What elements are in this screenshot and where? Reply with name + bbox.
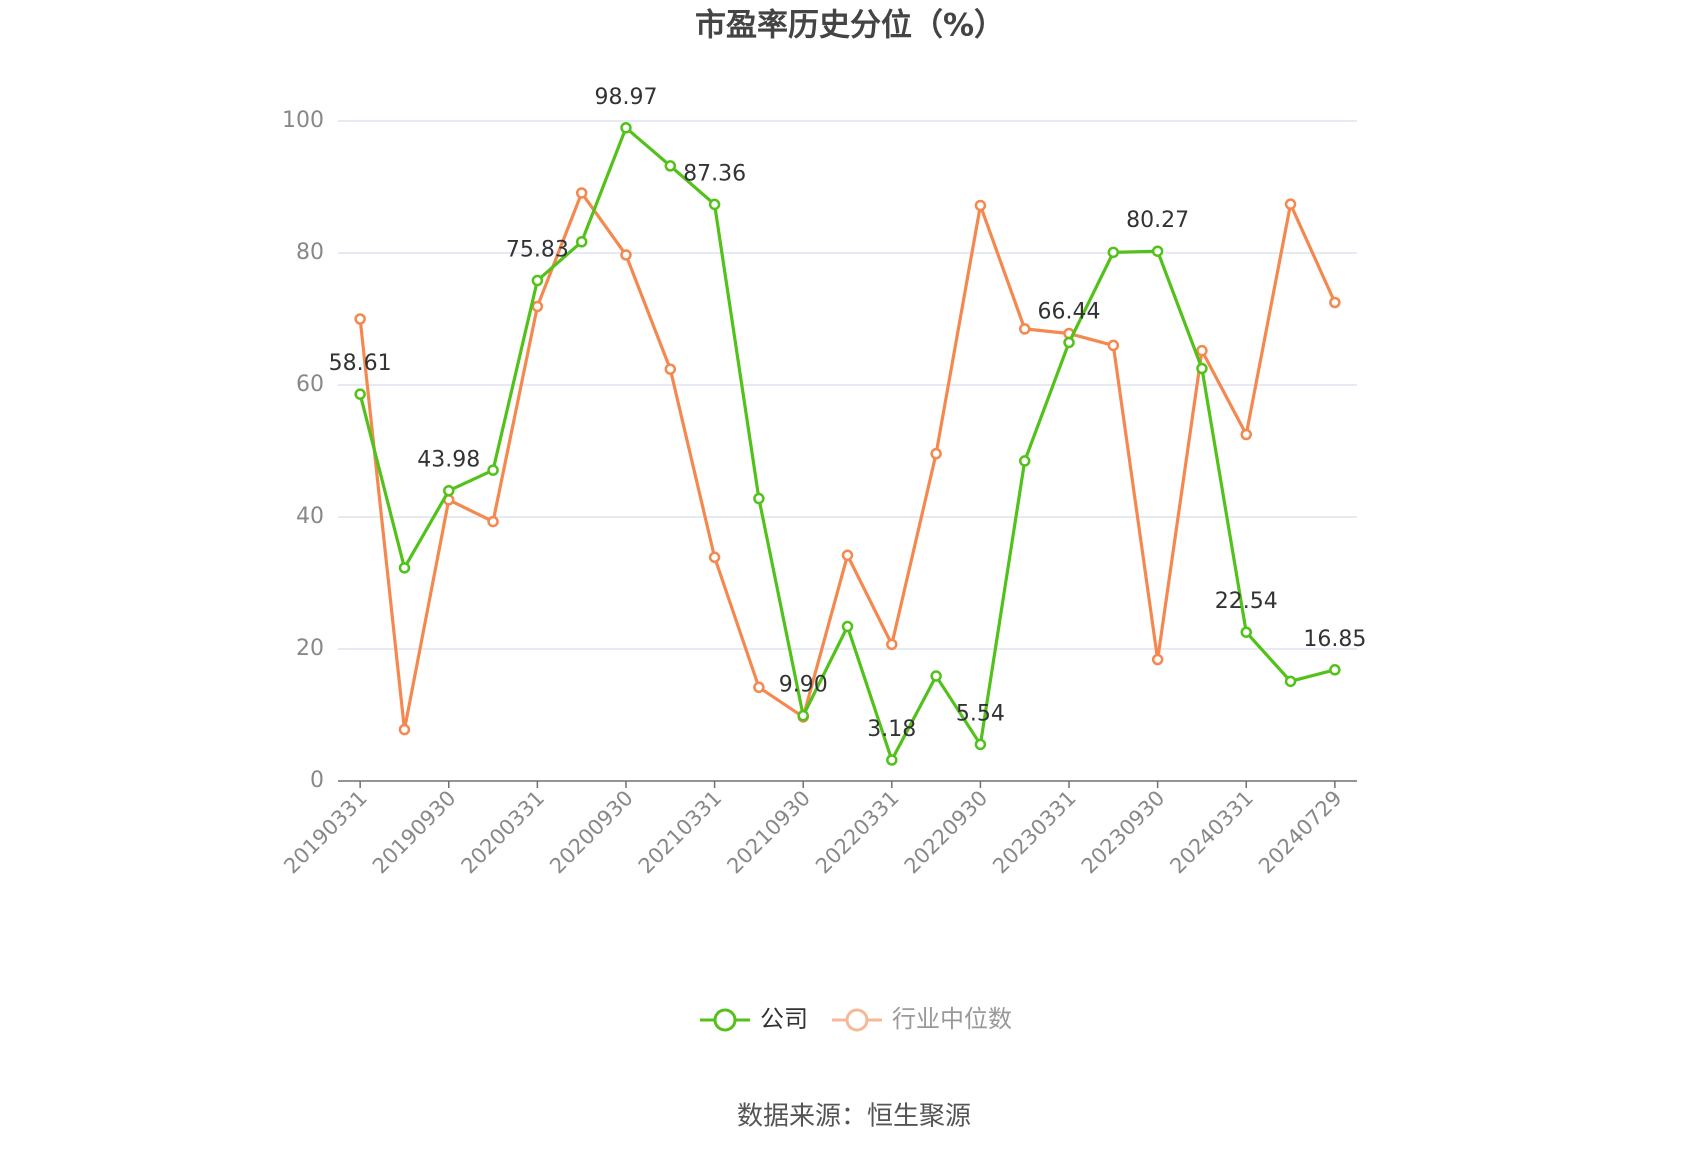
x-tick-label: 20190331 (279, 786, 372, 879)
data-point (398, 562, 411, 574)
data-point (531, 300, 544, 313)
data-point (487, 515, 499, 528)
x-tick-label: 20210930 (722, 786, 815, 879)
data-point (443, 484, 455, 497)
y-tick-label: 100 (282, 108, 324, 133)
data-point (708, 198, 721, 211)
y-tick-label: 40 (296, 504, 324, 529)
data-label: 5.54 (956, 701, 1005, 726)
data-point (1329, 296, 1341, 309)
y-tick-label: 20 (296, 636, 324, 661)
data-point (487, 464, 499, 476)
data-point (531, 274, 544, 287)
data-label: 58.61 (329, 351, 392, 376)
data-point (974, 199, 987, 212)
data-point (1107, 246, 1120, 259)
data-label: 43.98 (417, 448, 480, 473)
x-tick-label: 20230930 (1077, 786, 1170, 879)
data-label: 75.83 (506, 238, 569, 263)
y-tick-label: 0 (310, 768, 324, 793)
x-tick-label: 20190930 (368, 786, 461, 879)
data-point (1196, 362, 1208, 375)
data-point (841, 549, 854, 562)
data-point (974, 738, 987, 751)
x-tick-label: 20200930 (545, 786, 638, 879)
data-point (664, 363, 677, 375)
legend-label: 行业中位数 (892, 1005, 1012, 1033)
x-tick-label: 20210331 (634, 786, 727, 879)
data-point (753, 681, 765, 694)
data-point (930, 447, 942, 460)
data-label: 66.44 (1038, 299, 1101, 324)
data-label: 16.85 (1303, 627, 1366, 652)
data-point (1240, 626, 1252, 638)
data-label: 87.36 (683, 161, 746, 186)
y-tick-label: 80 (296, 240, 324, 265)
data-point (1018, 323, 1031, 335)
y-tick-label: 60 (296, 372, 324, 397)
data-point (797, 709, 809, 722)
data-point (620, 249, 632, 261)
data-point (575, 236, 588, 248)
legend-marker (845, 1008, 869, 1032)
data-point (708, 551, 721, 564)
data-label: 22.54 (1215, 589, 1278, 614)
legend-label: 公司 (760, 1005, 808, 1033)
chart-title: 市盈率历史分位（%） (695, 8, 1005, 44)
data-label: 80.27 (1126, 208, 1189, 233)
data-point (1329, 664, 1341, 676)
data-label: 9.90 (779, 673, 828, 698)
data-point (398, 723, 411, 736)
data-point (841, 620, 854, 633)
data-point (930, 670, 942, 682)
source-note: 数据来源：恒生聚源 (737, 1102, 971, 1132)
x-tick-label: 20240331 (1165, 786, 1258, 879)
data-point (1284, 675, 1297, 688)
x-tick-label: 20230331 (988, 786, 1081, 879)
data-point (886, 754, 898, 766)
data-point (1196, 344, 1208, 357)
data-point (1151, 245, 1164, 257)
data-point (354, 313, 366, 325)
x-tick-label: 20240729 (1254, 786, 1347, 879)
data-point (575, 187, 588, 199)
data-point (1063, 336, 1075, 349)
data-point (886, 638, 898, 651)
data-point (1018, 455, 1031, 467)
x-tick-label: 20220331 (811, 786, 904, 879)
data-point (1107, 339, 1120, 352)
data-label: 3.18 (867, 717, 916, 742)
data-point (1284, 198, 1297, 210)
data-point (1151, 653, 1164, 666)
legend-marker (713, 1008, 737, 1032)
data-point (664, 160, 677, 172)
data-point (1240, 428, 1252, 441)
data-point (620, 122, 632, 134)
x-tick-label: 20220930 (900, 786, 993, 879)
data-point (354, 388, 366, 400)
x-tick-label: 20200331 (457, 786, 550, 879)
data-point (753, 492, 765, 505)
data-label: 98.97 (594, 85, 657, 110)
